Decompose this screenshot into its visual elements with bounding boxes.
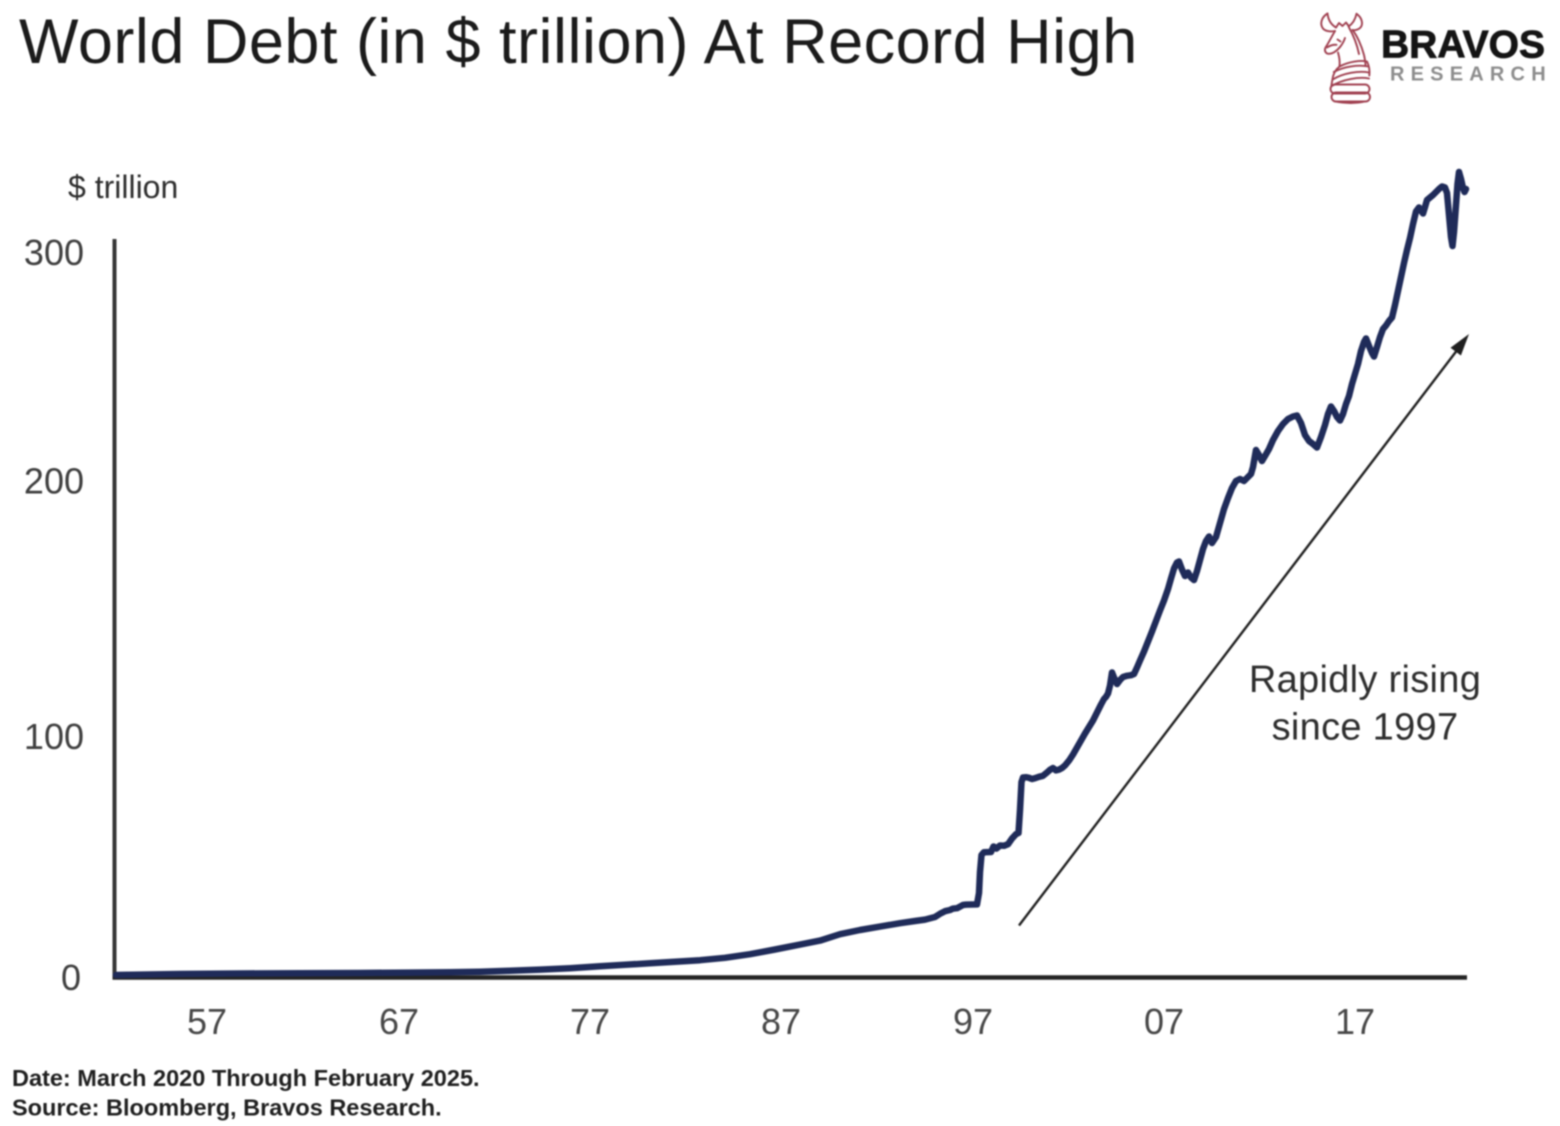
svg-text:200: 200	[24, 461, 84, 502]
svg-text:17: 17	[1335, 1001, 1375, 1042]
svg-text:BRAVOS: BRAVOS	[1381, 24, 1545, 67]
svg-text:RESEARCH: RESEARCH	[1390, 64, 1552, 86]
svg-text:87: 87	[761, 1001, 801, 1042]
svg-text:World Debt (in $ trillion) At: World Debt (in $ trillion) At Record Hig…	[19, 7, 1138, 77]
svg-text:$ trillion: $ trillion	[68, 169, 178, 205]
svg-text:Rapidly rising: Rapidly rising	[1249, 659, 1481, 701]
svg-text:07: 07	[1144, 1001, 1184, 1042]
svg-text:67: 67	[379, 1001, 419, 1042]
svg-text:57: 57	[187, 1001, 227, 1042]
svg-text:100: 100	[24, 716, 84, 757]
svg-text:0: 0	[61, 957, 81, 998]
svg-text:300: 300	[24, 232, 84, 273]
svg-text:Date: March 2020 Through Febru: Date: March 2020 Through February 2025.	[12, 1065, 480, 1091]
svg-text:77: 77	[570, 1001, 610, 1042]
svg-text:Source: Bloomberg, Bravos Rese: Source: Bloomberg, Bravos Research.	[12, 1095, 442, 1121]
svg-text:97: 97	[953, 1001, 993, 1042]
svg-text:since 1997: since 1997	[1272, 707, 1459, 749]
